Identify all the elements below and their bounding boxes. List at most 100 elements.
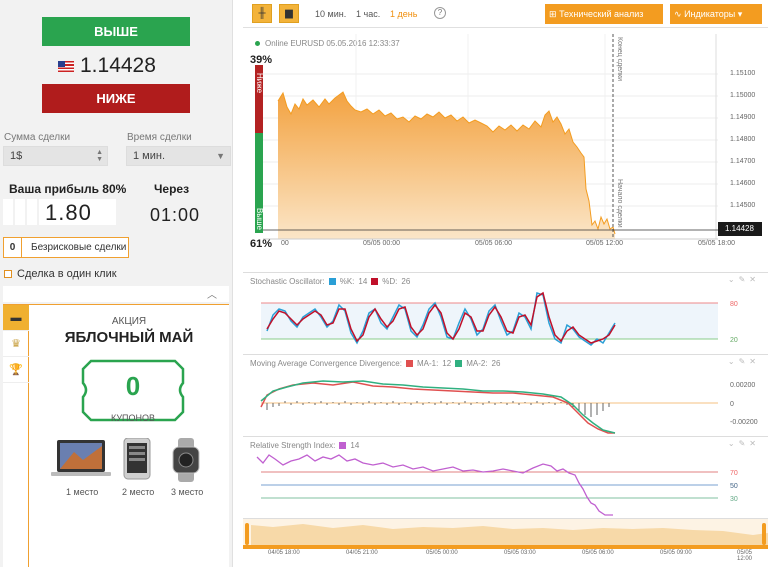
status-dot-icon <box>255 41 260 47</box>
svg-text:-0.00200: -0.00200 <box>730 419 758 426</box>
prize-1-label: 1 место <box>66 487 99 497</box>
promo-tabs: ▬ ♛ 🏆 <box>3 305 29 567</box>
timeline-tick: 05/05 03:00 <box>504 550 536 556</box>
time-value: 1 мин. <box>133 150 166 162</box>
prize-3-label: 3 место <box>171 487 204 497</box>
timeframe-1d[interactable]: 1 день <box>390 9 418 19</box>
riskfree-count: 0 <box>4 238 22 257</box>
x-tick: 05/05 06:00 <box>475 240 512 247</box>
chevron-down-icon: ▾ <box>737 9 743 19</box>
lower-button[interactable]: НИЖЕ <box>42 84 190 113</box>
y-tick: 1.15000 <box>730 92 756 99</box>
area-chart-icon[interactable]: ▆ <box>279 4 299 23</box>
chart-line-icon: ⊞ <box>549 9 557 19</box>
one-click-label: Сделка в один клик <box>17 268 117 280</box>
rsi-panel[interactable]: 70 50 30 Relative Strength Index: 14 ⌄✎✕ <box>243 436 768 518</box>
expiry-value: 01:00 <box>150 205 201 225</box>
amount-label: Сумма сделки <box>4 132 71 143</box>
prize-2-label: 2 место <box>122 487 155 497</box>
trophy-icon[interactable]: 🏆 <box>3 357 29 383</box>
indicator-controls-icon[interactable]: ⌄✎✕ <box>727 357 760 366</box>
svg-text:20: 20 <box>730 337 738 344</box>
indicator-controls-icon[interactable]: ⌄✎✕ <box>727 439 760 448</box>
amount-field[interactable]: 1$ ▲ ▼ <box>3 146 108 166</box>
candles-icon[interactable]: ╫ <box>252 4 272 23</box>
macd-panel[interactable]: 0.00200 0 -0.00200 Moving Average Conver… <box>243 354 768 436</box>
y-tick: 1.14600 <box>730 180 756 187</box>
time-select[interactable]: 1 мин. ▼ <box>126 146 231 166</box>
stochastic-title: Stochastic Oscillator: %K: 14 %D: 26 <box>250 277 411 286</box>
macd-svg: 0.00200 0 -0.00200 <box>260 380 758 434</box>
y-tick: 1.15100 <box>730 70 756 77</box>
crown-icon[interactable]: ♛ <box>3 331 29 357</box>
navigator-svg <box>243 519 768 549</box>
coupon-count: 0 <box>125 371 141 401</box>
price-value: 1.14428 <box>80 54 156 77</box>
svg-text:30: 30 <box>730 496 738 503</box>
svg-text:0.00200: 0.00200 <box>730 382 755 389</box>
chevron-down-icon[interactable]: ▼ <box>216 151 225 161</box>
y-tick: 1.14900 <box>730 114 756 121</box>
ma1-swatch <box>405 360 413 367</box>
coupon-label: КУПОНОВ <box>110 413 156 423</box>
higher-button[interactable]: ВЫШЕ <box>42 17 190 46</box>
one-click-checkbox[interactable] <box>4 270 12 278</box>
indicators-icon: ∿ <box>674 9 682 19</box>
help-icon[interactable]: ? <box>434 7 446 19</box>
timeframe-10m[interactable]: 10 мин. <box>315 9 347 19</box>
profit-box <box>3 199 116 225</box>
timeline-tick: 05/05 00:00 <box>426 550 458 556</box>
collapse-bar[interactable]: ︿ <box>3 286 229 302</box>
stochastic-svg: 80 20 <box>261 291 738 346</box>
online-status: Online EURUSD 05.05.2016 12:33:37 <box>255 39 400 48</box>
ma2-swatch <box>455 360 463 367</box>
deal-start-label: Начало сделки <box>616 179 623 228</box>
status-text: Online EURUSD 05.05.2016 12:33:37 <box>265 39 400 48</box>
trade-panel: ВЫШЕ 1.14428 НИЖЕ Сумма сделки 1$ ▲ ▼ Вре… <box>0 0 233 567</box>
chart-area: ╫ ▆ 10 мин. 1 час. 1 день ? ⊞ Технически… <box>243 0 768 567</box>
y-tick: 1.14500 <box>730 202 756 209</box>
chevron-up-icon[interactable]: ︿ <box>207 290 217 301</box>
x-tick: 05/05 00:00 <box>363 240 400 247</box>
rsi-svg: 70 50 30 <box>256 454 738 516</box>
rsi-swatch <box>339 442 347 449</box>
svg-text:50: 50 <box>730 483 738 490</box>
indicators-button[interactable]: ∿ Индикаторы ▾ <box>670 4 762 24</box>
one-click-option[interactable]: Сделка в один клик <box>4 268 117 280</box>
ticket-icon[interactable]: ▬ <box>3 305 29 331</box>
y-tick: 1.14800 <box>730 136 756 143</box>
indicators-label: Индикаторы <box>684 9 736 19</box>
timeframe-1h[interactable]: 1 час. <box>356 9 381 19</box>
y-tick: 1.14700 <box>730 158 756 165</box>
k-swatch <box>328 278 336 285</box>
svg-text:0: 0 <box>730 401 734 408</box>
timeline-tick: 05/05 12:00 <box>737 550 753 562</box>
stochastic-panel[interactable]: 80 20 Stochastic Oscillator: %K: 14 %D: 26… <box>243 272 768 354</box>
indicator-controls-icon[interactable]: ⌄✎✕ <box>727 275 760 284</box>
phone-icon <box>123 438 151 480</box>
watch-icon <box>172 438 200 482</box>
tech-analysis-button[interactable]: ⊞ Технический анализ <box>545 4 663 24</box>
sentiment-bar-down: Ниже <box>255 65 264 133</box>
deal-end-label: Конец сделки <box>616 37 623 81</box>
timeline-tick: 05/05 09:00 <box>660 550 692 556</box>
timeline-tick: 05/05 06:00 <box>582 550 614 556</box>
price-chart[interactable]: Online EURUSD 05.05.2016 12:33:37 <box>243 29 768 272</box>
sentiment-bar-up: Выше <box>255 133 264 233</box>
x-tick: 05/05 12:00 <box>586 240 623 247</box>
current-price-tag: 1.14428 <box>718 222 762 236</box>
pct-lower: 61% <box>250 238 273 250</box>
timeline-tick: 04/05 18:00 <box>268 550 300 556</box>
tech-analysis-label: Технический анализ <box>559 9 644 19</box>
timeline-tick: 04/05 21:00 <box>346 550 378 556</box>
amount-stepper-icon[interactable]: ▲ ▼ <box>96 149 103 163</box>
pct-higher: 39% <box>250 54 273 66</box>
rsi-title: Relative Strength Index: 14 <box>250 441 360 450</box>
riskfree-trades[interactable]: 0 Безрисковые сделки <box>3 237 129 258</box>
laptop-icon <box>51 440 111 476</box>
x-tick: 00 <box>281 240 289 247</box>
timeline-navigator[interactable] <box>243 518 768 567</box>
expiry-label: Через <box>154 182 190 196</box>
promo-title: ЯБЛОЧНЫЙ МАЙ <box>64 329 194 346</box>
profit-label: Ваша прибыль 80% <box>9 182 127 196</box>
